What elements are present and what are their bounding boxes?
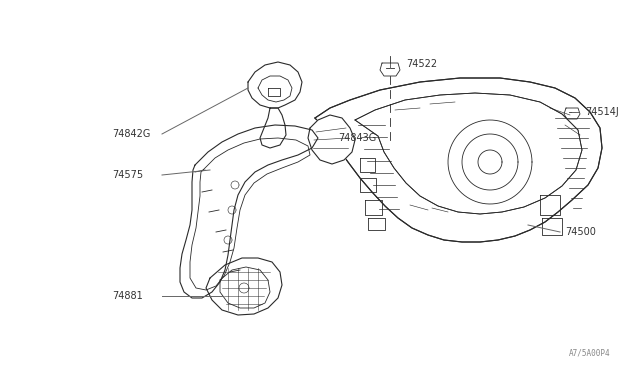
- Polygon shape: [355, 93, 582, 214]
- Polygon shape: [206, 258, 282, 315]
- Text: 74881: 74881: [112, 291, 143, 301]
- Text: 74575: 74575: [112, 170, 143, 180]
- Text: A7/5A00P4: A7/5A00P4: [568, 349, 610, 358]
- Text: 74842G: 74842G: [112, 129, 150, 139]
- Text: 74522: 74522: [406, 59, 437, 69]
- Text: 74514J: 74514J: [585, 107, 619, 117]
- Text: 74843G: 74843G: [338, 133, 376, 143]
- Polygon shape: [308, 115, 355, 164]
- Polygon shape: [260, 108, 286, 148]
- Polygon shape: [180, 125, 318, 298]
- Polygon shape: [315, 78, 602, 242]
- Polygon shape: [248, 62, 302, 108]
- Text: 74500: 74500: [565, 227, 596, 237]
